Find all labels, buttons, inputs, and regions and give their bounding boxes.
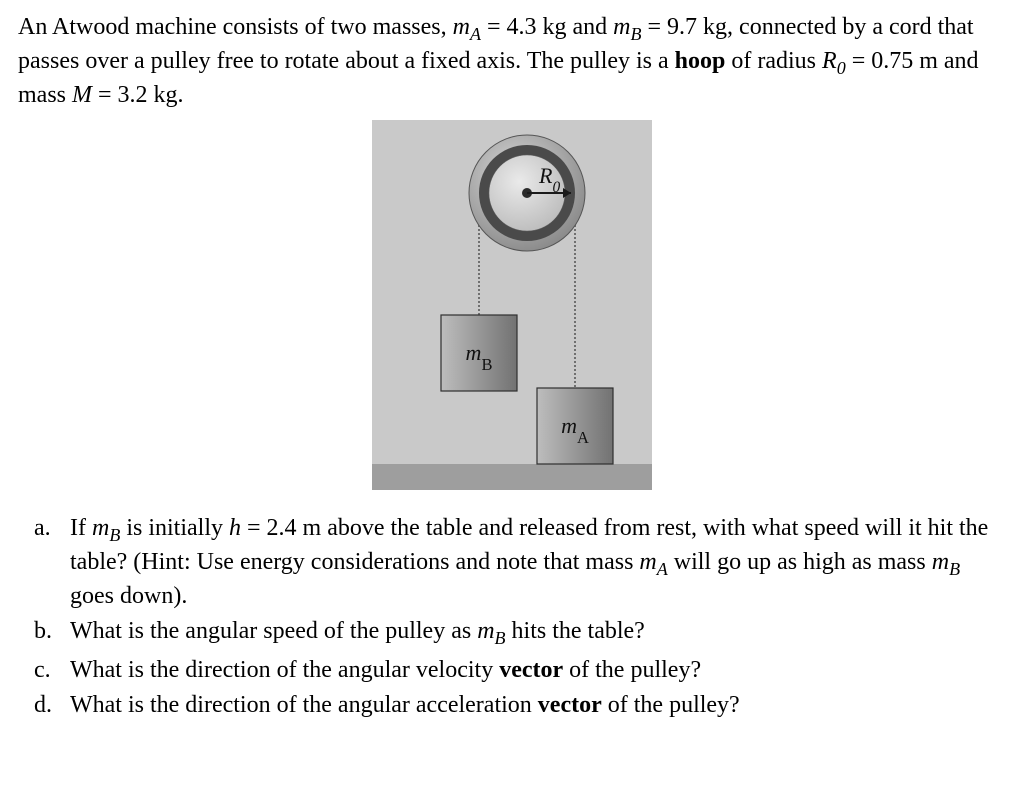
marker-a: a. bbox=[34, 513, 64, 544]
question-c: c. What is the direction of the angular … bbox=[70, 655, 1006, 686]
qa-text: is initially bbox=[120, 515, 229, 541]
marker-c: c. bbox=[34, 655, 64, 686]
qa-mA: m bbox=[639, 549, 656, 575]
question-d: d. What is the direction of the angular … bbox=[70, 690, 1006, 721]
mA-symbol: m bbox=[453, 14, 470, 40]
qb-mB: m bbox=[477, 618, 494, 644]
qd-text: What is the direction of the angular acc… bbox=[70, 692, 538, 718]
mA-sub: A bbox=[470, 24, 481, 44]
qa-mB2: m bbox=[932, 549, 949, 575]
problem-statement: An Atwood machine consists of two masses… bbox=[18, 12, 1006, 112]
R-symbol: R bbox=[822, 48, 837, 74]
qd-text: of the pulley? bbox=[602, 692, 740, 718]
qa-mA-sub: A bbox=[657, 559, 668, 579]
qa-text: goes down). bbox=[70, 583, 187, 609]
stmt-text: of radius bbox=[725, 48, 822, 74]
mB-symbol: m bbox=[613, 14, 630, 40]
qd-vector: vector bbox=[538, 692, 602, 718]
qa-mB: m bbox=[92, 515, 109, 541]
diagram-container: R0mBmA bbox=[18, 120, 1006, 499]
question-a: a. If mB is initially h = 2.4 m above th… bbox=[70, 513, 1006, 613]
qa-h: h bbox=[229, 515, 241, 541]
qb-text: What is the angular speed of the pulley … bbox=[70, 618, 477, 644]
qa-mB-sub: B bbox=[109, 525, 120, 545]
marker-b: b. bbox=[34, 616, 64, 647]
hoop-word: hoop bbox=[675, 48, 726, 74]
stmt-text: = 4.3 kg and bbox=[481, 14, 613, 40]
qa-text: will go up as high as mass bbox=[668, 549, 932, 575]
qa-text: If bbox=[70, 515, 92, 541]
qb-mB-sub: B bbox=[495, 628, 506, 648]
atwood-diagram: R0mBmA bbox=[372, 120, 652, 490]
marker-d: d. bbox=[34, 690, 64, 721]
qc-text: of the pulley? bbox=[563, 657, 701, 683]
questions-list: a. If mB is initially h = 2.4 m above th… bbox=[18, 513, 1006, 721]
qc-vector: vector bbox=[499, 657, 563, 683]
stmt-text: An Atwood machine consists of two masses… bbox=[18, 14, 453, 40]
R-sub: 0 bbox=[837, 58, 846, 78]
M-symbol: M bbox=[72, 82, 92, 108]
qa-mB2-sub: B bbox=[949, 559, 960, 579]
qc-text: What is the direction of the angular vel… bbox=[70, 657, 499, 683]
question-b: b. What is the angular speed of the pull… bbox=[70, 616, 1006, 650]
stmt-text: = 3.2 kg. bbox=[92, 82, 184, 108]
mB-sub: B bbox=[631, 24, 642, 44]
qb-text: hits the table? bbox=[506, 618, 645, 644]
